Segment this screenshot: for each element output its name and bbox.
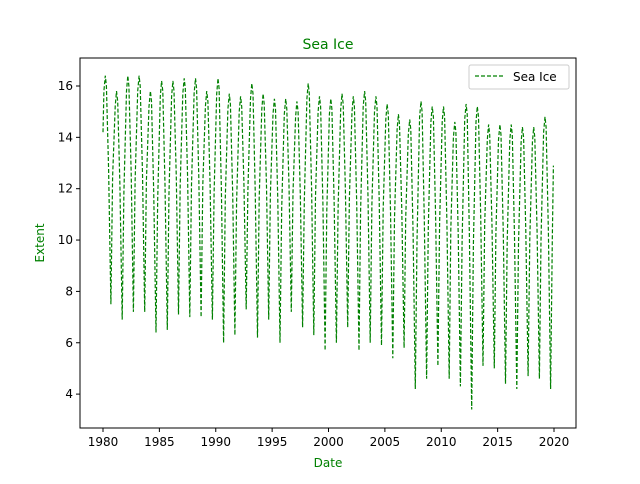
x-axis-label: Date [314, 456, 343, 470]
x-tick-label: 1990 [200, 435, 231, 449]
y-axis: 4 6 8 10 12 14 16 [58, 79, 80, 401]
y-tick-label: 6 [65, 336, 73, 350]
y-tick-label: 8 [65, 284, 73, 298]
x-tick-label: 2015 [482, 435, 513, 449]
y-tick-label: 14 [58, 130, 73, 144]
series-layer [102, 75, 554, 410]
y-tick-label: 12 [58, 182, 73, 196]
x-axis: 1980 1985 1990 1995 2000 2005 2010 2015 2020 [88, 428, 570, 449]
y-tick-label: 4 [65, 387, 73, 401]
x-tick-label: 2010 [426, 435, 457, 449]
x-tick-label: 2020 [539, 435, 570, 449]
x-tick-label: 2005 [370, 435, 401, 449]
y-tick-label: 10 [58, 233, 73, 247]
series-line-sea-ice [102, 75, 554, 410]
x-tick-label: 1985 [144, 435, 175, 449]
legend-box [468, 64, 570, 90]
plot-frame [79, 57, 577, 429]
legend-label: Sea Ice [513, 70, 557, 84]
x-tick-label: 1980 [88, 435, 119, 449]
chart-title: Sea Ice [303, 37, 354, 53]
x-tick-label: 2000 [313, 435, 344, 449]
y-axis-label: Extent [33, 223, 47, 262]
x-tick-label: 1995 [257, 435, 288, 449]
legend: Sea Ice [468, 64, 570, 90]
y-tick-label: 16 [58, 79, 73, 93]
